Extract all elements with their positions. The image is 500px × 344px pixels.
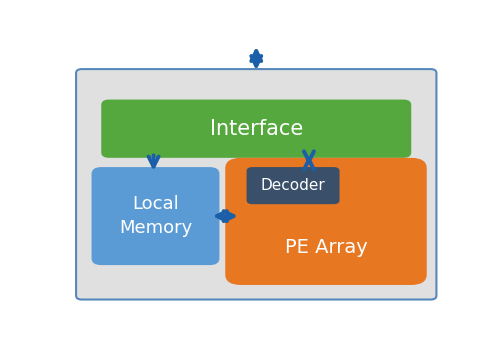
FancyBboxPatch shape [246,167,340,204]
FancyBboxPatch shape [92,167,220,265]
FancyBboxPatch shape [226,158,427,285]
Text: PE Array: PE Array [284,238,368,257]
Text: Decoder: Decoder [260,178,326,193]
Text: Local
Memory: Local Memory [119,195,192,237]
FancyBboxPatch shape [101,99,411,158]
FancyBboxPatch shape [76,69,436,300]
Text: Interface: Interface [210,119,303,139]
